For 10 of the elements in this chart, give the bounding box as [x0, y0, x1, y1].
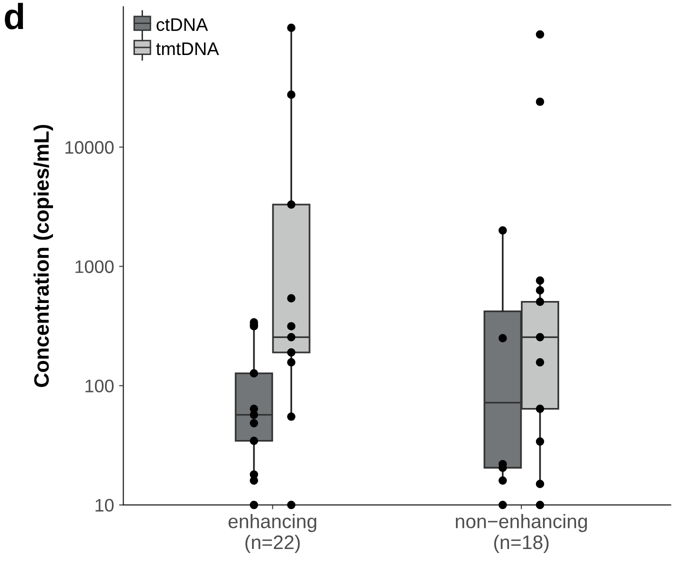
x-tick-label: non−enhancing (n=18): [456, 514, 587, 554]
y-tick-label: 100: [86, 380, 114, 392]
y-tick-label: 10000: [65, 141, 114, 154]
text: d: [4, 2, 24, 30]
y-tick-label: 10: [96, 498, 114, 512]
x-tick-label: enhancing (n=22): [228, 514, 316, 554]
legend-label: tmtDNA: [156, 42, 219, 56]
y-tick-label: 1000: [76, 260, 114, 274]
y-axis-title: Concentration (copies/mL): [34, 124, 53, 387]
legend-label: ctDNA: [156, 18, 208, 32]
